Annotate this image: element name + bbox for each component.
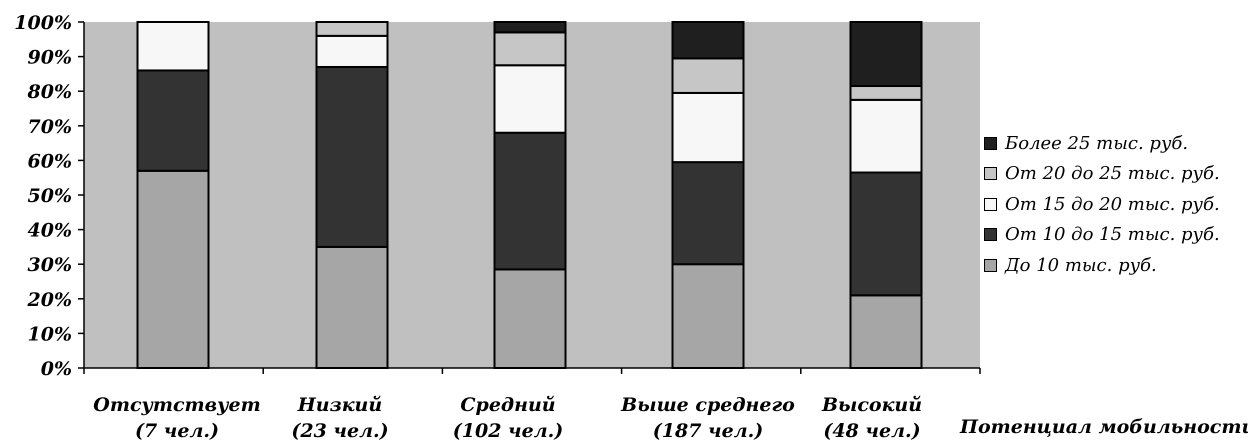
legend-swatch xyxy=(984,228,997,242)
bar-segment xyxy=(671,91,745,164)
x-axis-title: Потенциал мобильности xyxy=(960,416,1248,438)
bar-segment xyxy=(671,263,745,370)
x-category-count: (187 чел.) xyxy=(653,420,763,442)
bar-segment xyxy=(849,21,923,88)
y-tick-label: 60% xyxy=(28,150,73,172)
legend-item: От 15 до 20 тыс. руб. xyxy=(984,189,1246,220)
x-category-count: (102 чел.) xyxy=(453,420,563,442)
bar-segment xyxy=(315,65,389,248)
x-category-label: Низкий xyxy=(297,394,382,416)
y-tick-label: 50% xyxy=(28,185,73,207)
bar-segment xyxy=(493,31,567,67)
bar-segment xyxy=(493,64,567,134)
legend: Более 25 тыс. руб. От 20 до 25 тыс. руб. О… xyxy=(984,128,1246,281)
legend-label: До 10 тыс. руб. xyxy=(1005,254,1157,276)
y-tick-label: 100% xyxy=(14,12,72,34)
bar-segment xyxy=(671,21,745,60)
x-category-count: (48 чел.) xyxy=(823,420,920,442)
legend-swatch xyxy=(984,136,997,150)
y-tick-label: 90% xyxy=(28,47,73,69)
legend-swatch xyxy=(984,258,997,272)
legend-swatch xyxy=(984,197,997,211)
legend-label: От 10 до 15 тыс. руб. xyxy=(1005,224,1220,246)
legend-label: От 20 до 25 тыс. руб. xyxy=(1005,163,1220,185)
x-category-label: Высокий xyxy=(821,394,922,416)
bar-segment xyxy=(315,21,389,37)
legend-label: От 15 до 20 тыс. руб. xyxy=(1005,193,1220,215)
x-category-count: (23 чел.) xyxy=(291,420,388,442)
bar-segment xyxy=(493,268,567,370)
bar-segment xyxy=(315,245,389,369)
bar-segment xyxy=(136,69,210,172)
y-tick-label: 40% xyxy=(28,220,73,242)
legend-item: От 10 до 15 тыс. руб. xyxy=(984,220,1246,251)
y-tick-label: 10% xyxy=(28,323,73,345)
bar-segment xyxy=(315,34,389,68)
x-category-label: Средний xyxy=(460,394,555,416)
x-category-count: (7 чел.) xyxy=(135,420,219,442)
bar-segment xyxy=(136,169,210,369)
y-tick-label: 0% xyxy=(41,358,72,380)
bar-segment xyxy=(671,161,745,266)
bar-segment xyxy=(849,98,923,174)
legend-label: Более 25 тыс. руб. xyxy=(1005,132,1189,154)
legend-item: От 20 до 25 тыс. руб. xyxy=(984,159,1246,190)
y-tick-label: 80% xyxy=(27,81,73,103)
y-tick-label: 30% xyxy=(28,254,73,276)
bar-segment xyxy=(136,21,210,72)
legend-item: До 10 тыс. руб. xyxy=(984,250,1246,281)
bar-segment xyxy=(849,171,923,297)
x-category-label: Выше среднего xyxy=(620,394,795,416)
x-category-label: Отсутствует xyxy=(93,394,260,416)
y-tick-label: 20% xyxy=(27,289,73,311)
legend-swatch xyxy=(984,167,997,181)
legend-item: Более 25 тыс. руб. xyxy=(984,128,1246,159)
bar-segment xyxy=(493,131,567,271)
bar-segment xyxy=(849,294,923,369)
bar-segment xyxy=(671,57,745,94)
y-tick-label: 70% xyxy=(28,116,73,138)
bar-segment xyxy=(849,85,923,101)
bar-segment xyxy=(493,21,567,34)
